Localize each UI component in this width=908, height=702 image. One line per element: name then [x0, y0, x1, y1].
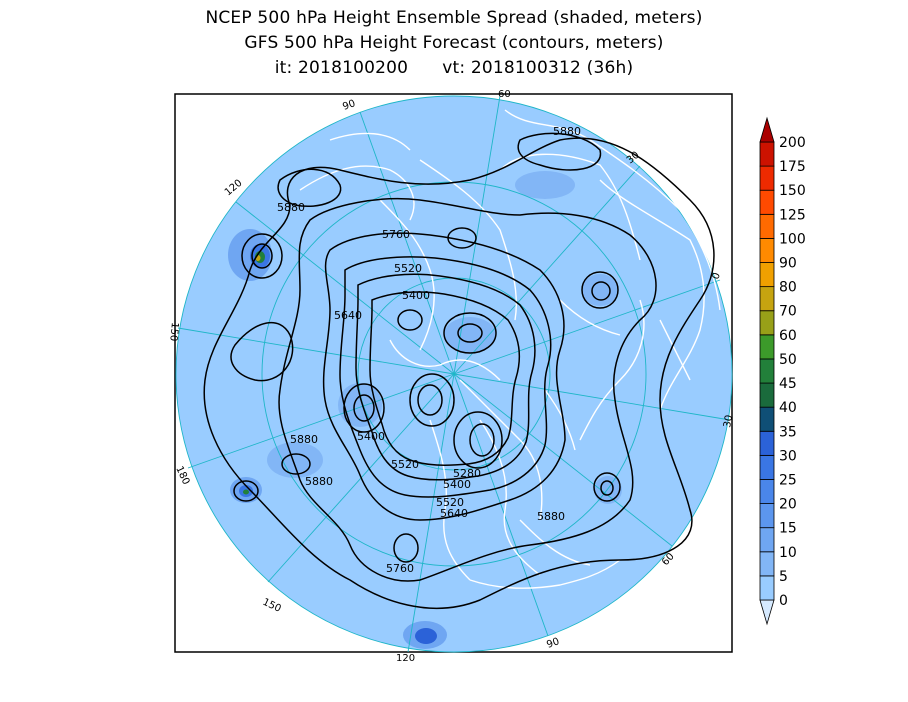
colorbar-level-label: 100: [779, 231, 806, 247]
colorbar-level-label: 125: [779, 207, 806, 223]
init-time: it: 2018100200: [274, 58, 409, 78]
colorbar-level-label: 20: [779, 497, 797, 513]
lon-label: 120: [396, 653, 415, 664]
colorbar-level-label: 80: [779, 280, 797, 296]
colorbar-swatch: [759, 551, 775, 577]
lon-label: 30: [722, 414, 735, 428]
title-spread: NCEP 500 hPa Height Ensemble Spread (sha…: [205, 8, 703, 28]
lon-label: 60: [498, 89, 511, 100]
colorbar-level-label: 90: [779, 256, 797, 272]
colorbar-level-label: 15: [779, 521, 797, 537]
colorbar-swatch: [759, 503, 775, 529]
colorbar-swatch: [759, 358, 775, 384]
colorbar-swatch: [759, 165, 775, 191]
colorbar-low-triangle: [759, 599, 775, 626]
valid-time: vt: 2018100312 (36h): [442, 58, 634, 78]
colorbar-swatch: [759, 262, 775, 288]
contour-labels: 5880 5880 5760 5520 5400 5640 5400 5880 …: [277, 125, 581, 575]
colorbar-swatch: [759, 238, 775, 263]
lon-label: 90: [545, 636, 561, 651]
colorbar-level-label: 150: [779, 183, 806, 199]
colorbar: 0 5 10 15 20 25 30 35 40 45 50 60 70 80 90 100 125 150 175…: [759, 116, 806, 626]
colorbar-swatch: [759, 479, 775, 504]
colorbar-swatch: [759, 430, 775, 456]
colorbar-swatch: [759, 382, 775, 408]
contour-label: 5640: [334, 309, 362, 322]
contour-label: 5520: [436, 496, 464, 509]
colorbar-level-label: 25: [779, 472, 797, 488]
colorbar-level-label: 70: [779, 304, 797, 320]
contour-label: 5880: [305, 475, 333, 488]
contour-label: 5880: [537, 510, 565, 523]
colorbar-level-label: 30: [779, 448, 797, 464]
contour-label: 5880: [290, 433, 318, 446]
height-contours: [203, 132, 715, 609]
title-times: it: 2018100200 vt: 2018100312 (36h): [0, 56, 908, 81]
contour-label: 5400: [402, 289, 430, 302]
contour-label: 5880: [277, 201, 305, 214]
colorbar-level-label: 50: [779, 352, 797, 368]
colorbar-level-label: 45: [779, 376, 797, 392]
contour-label: 5400: [443, 478, 471, 491]
contour-label: 5400: [357, 430, 385, 443]
colorbar-level-label: 40: [779, 400, 797, 416]
colorbar-swatch: [759, 334, 775, 360]
colorbar-swatch: [759, 286, 775, 312]
figure-titles: NCEP 500 hPa Height Ensemble Spread (sha…: [0, 6, 908, 81]
colorbar-swatch: [759, 310, 775, 336]
colorbar-swatch: [759, 527, 775, 553]
colorbar-level-label: 35: [779, 424, 797, 440]
title-forecast: GFS 500 hPa Height Forecast (contours, m…: [244, 33, 664, 53]
contour-label: 5520: [391, 458, 419, 471]
colorbar-level-label: 5: [779, 569, 788, 585]
colorbar-swatch: [759, 189, 775, 215]
colorbar-swatch: [759, 406, 775, 432]
contour-label: 5880: [553, 125, 581, 138]
colorbar-high-triangle: [759, 116, 775, 143]
graticule: [175, 95, 733, 653]
contour-label: 5760: [386, 562, 414, 575]
colorbar-level-label: 0: [779, 593, 788, 609]
colorbar-swatch: [759, 575, 775, 601]
colorbar-level-label: 200: [779, 135, 806, 151]
colorbar-level-label: 60: [779, 328, 797, 344]
colorbar-level-label: 175: [779, 159, 806, 175]
contour-label: 5640: [440, 507, 468, 520]
lon-label: 0: [710, 271, 723, 281]
lon-label: 90: [341, 98, 357, 113]
contour-label: 5760: [382, 228, 410, 241]
colorbar-swatch: [759, 141, 775, 167]
colorbar-swatch: [759, 454, 775, 480]
colorbar-level-label: 10: [779, 545, 797, 561]
lon-label: 150: [167, 322, 180, 342]
contour-label: 5280: [453, 467, 481, 480]
contour-label: 5520: [394, 262, 422, 275]
colorbar-swatch: [759, 213, 775, 239]
